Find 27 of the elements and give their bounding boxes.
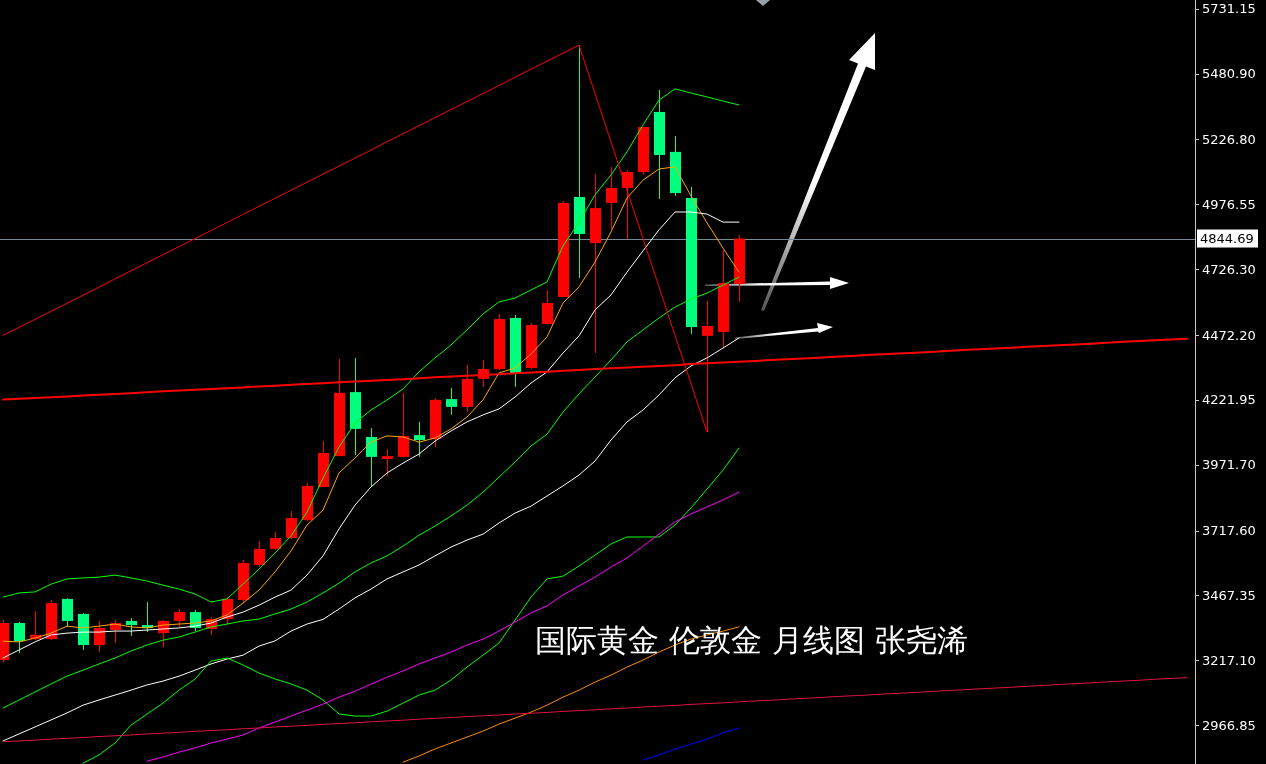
y-tick-label: 5480.90 xyxy=(1202,66,1256,82)
candlestick xyxy=(397,392,410,458)
y-tick-label: 3217.10 xyxy=(1202,652,1256,668)
y-tick-label: 5226.80 xyxy=(1202,131,1256,147)
y-tick-label: 4726.30 xyxy=(1202,261,1256,277)
ref-line-label: 4844.69 xyxy=(1200,231,1254,247)
candlestick xyxy=(445,387,458,416)
y-tick-label: 4221.95 xyxy=(1202,392,1256,408)
y-tick-label: 3717.60 xyxy=(1202,523,1256,539)
candlestick xyxy=(621,169,634,240)
y-tick-label: 3467.35 xyxy=(1202,587,1256,603)
candlestick xyxy=(13,621,26,654)
y-tick-label: 3971.70 xyxy=(1202,457,1256,473)
candlestick xyxy=(541,289,554,326)
line-series xyxy=(2,677,1188,743)
candlestick xyxy=(381,448,394,477)
y-tick-label: 4976.55 xyxy=(1202,196,1256,212)
candlestick xyxy=(285,510,298,540)
y-tick-label: 2966.85 xyxy=(1202,717,1256,733)
candlestick xyxy=(365,427,378,488)
candlestick xyxy=(605,166,618,230)
candlestick xyxy=(413,421,426,458)
y-tick-label: 5731.15 xyxy=(1202,1,1256,17)
candlestick xyxy=(61,597,74,628)
y-tick-label: 4472.20 xyxy=(1202,327,1256,343)
candlestick xyxy=(253,540,266,568)
line-series xyxy=(642,727,740,761)
